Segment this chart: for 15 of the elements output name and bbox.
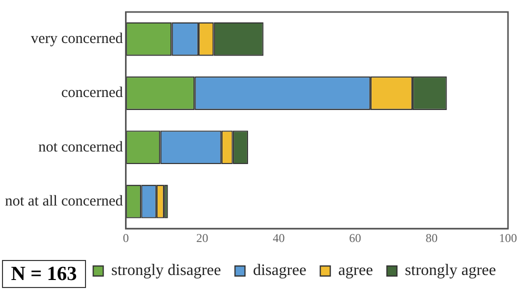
legend-label: disagree bbox=[252, 262, 306, 280]
x-tick-label: 40 bbox=[272, 230, 285, 245]
x-tick-label: 60 bbox=[349, 230, 362, 245]
legend-label: agree bbox=[338, 262, 373, 280]
legend-label: strongly agree bbox=[404, 262, 496, 280]
x-tick-label: 0 bbox=[122, 230, 129, 245]
y-tick-label: very concerned bbox=[30, 31, 124, 48]
y-tick-label: concerned bbox=[61, 85, 124, 102]
text: N = 163 bbox=[2, 260, 86, 288]
x-tick-label: 100 bbox=[499, 230, 517, 245]
y-tick-label: not concerned bbox=[38, 139, 124, 156]
y-tick-label: not at all concerned bbox=[4, 193, 124, 210]
legend-label: strongly disagree bbox=[111, 262, 221, 280]
x-tick-label: 20 bbox=[196, 230, 208, 245]
x-tick-label: 80 bbox=[426, 230, 438, 245]
